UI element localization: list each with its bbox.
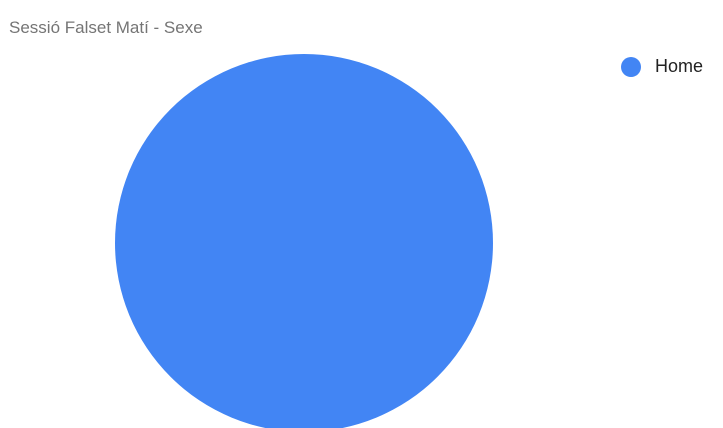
pie-slice-home bbox=[115, 54, 493, 428]
chart-title: Sessió Falset Matí - Sexe bbox=[9, 18, 203, 37]
legend: Home bbox=[621, 56, 703, 77]
legend-label-home: Home bbox=[655, 56, 704, 76]
legend-swatch-home bbox=[621, 56, 641, 77]
